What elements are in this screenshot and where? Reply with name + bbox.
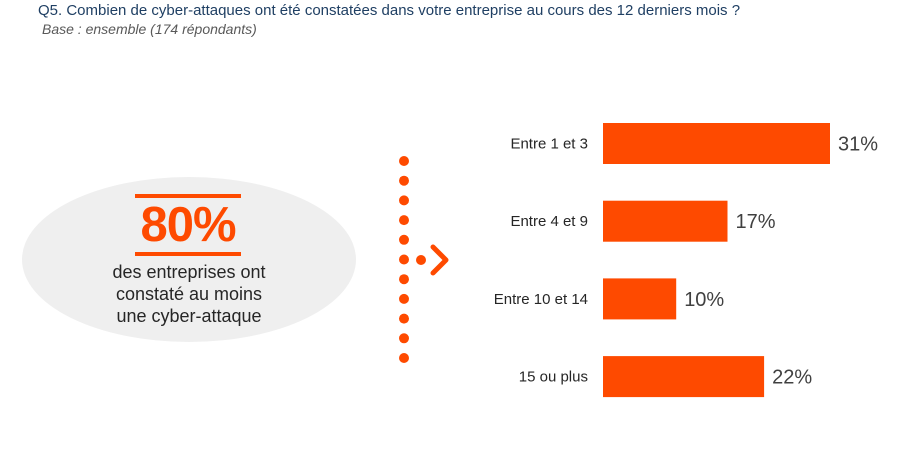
highlight-ellipse — [22, 177, 356, 342]
highlight-caption-line-1: des entreprises ont — [112, 262, 266, 282]
bar — [603, 123, 830, 164]
highlight-caption-line-2: constaté au moins — [115, 284, 263, 304]
divider-dot — [399, 353, 409, 363]
divider-dot — [399, 274, 409, 285]
value-label: 17% — [736, 211, 776, 233]
value-label: 10% — [684, 289, 724, 311]
value-label: 22% — [772, 367, 812, 389]
category-label: Entre 1 et 3 — [510, 136, 588, 153]
divider-dot — [399, 175, 409, 186]
divider-dot — [399, 195, 409, 206]
arrow-dot — [416, 255, 426, 265]
highlight-caption-line-3: une cyber-attaque — [116, 306, 262, 326]
category-label: Entre 4 et 9 — [510, 213, 588, 230]
highlight-caption: des entreprises ont constaté au moins un… — [78, 261, 300, 327]
divider-dot — [399, 215, 409, 226]
bar — [603, 356, 765, 398]
divider-dot — [399, 234, 409, 245]
chevron-right-icon — [430, 244, 449, 276]
bar — [603, 200, 728, 242]
divider-dot — [399, 254, 409, 265]
value-label: 31% — [838, 134, 878, 156]
divider-dot — [399, 293, 409, 304]
category-label: Entre 10 et 14 — [494, 291, 588, 308]
divider-dot — [399, 313, 409, 324]
question-title: Q5. Combien de cyber-attaques ont été co… — [38, 2, 741, 19]
base-note: Base : ensemble (174 répondants) — [42, 21, 257, 37]
divider-dot — [399, 333, 409, 344]
bar — [603, 278, 677, 320]
highlight-percentage: 80% — [140, 198, 236, 252]
highlight-percentage-frame: 80% — [135, 194, 241, 256]
divider-dot — [399, 156, 409, 166]
category-label: 15 ou plus — [519, 369, 588, 386]
